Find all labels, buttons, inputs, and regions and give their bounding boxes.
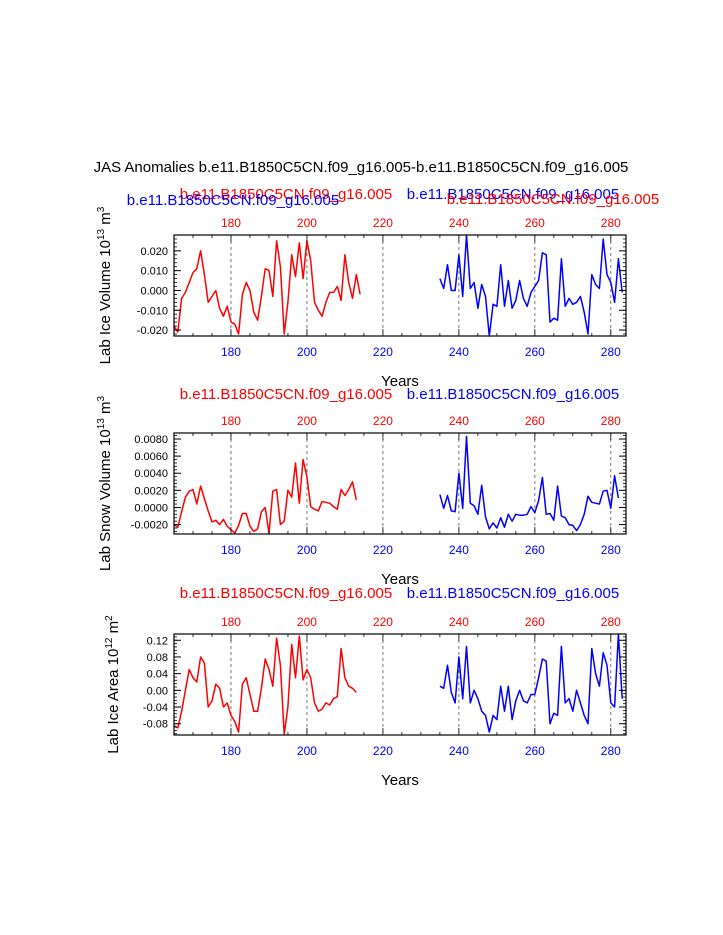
series-title-blue: b.e11.B1850C5CN.f09_g16.005	[407, 186, 619, 203]
x-tick-label: 260	[525, 744, 545, 758]
x-tick-label: 280	[601, 345, 621, 359]
x-tick-label: 240	[449, 543, 469, 557]
overlap-title-red: b.e11.B1850C5CN.f09_g16.005	[447, 191, 659, 208]
y-axis-label-ylabel-unit-exp: 3	[96, 206, 107, 212]
series-line-red	[173, 635, 357, 735]
series-title-red: b.e11.B1850C5CN.f09_g16.005	[180, 585, 392, 602]
y-axis-label-ylabel-unit-exp: 3	[96, 395, 107, 401]
x-tick-label: 260	[525, 543, 545, 557]
y-tick-label: 0.00	[147, 685, 168, 697]
y-tick-label: 0.12	[147, 635, 168, 647]
y-axis-label-ylabel-unit: m	[97, 401, 114, 418]
series-title-blue: b.e11.B1850C5CN.f09_g16.005	[407, 585, 619, 602]
series-title-red: b.e11.B1850C5CN.f09_g16.005	[180, 386, 392, 403]
y-axis-label-ylabel-exp: 13	[96, 228, 107, 240]
y-tick-label: 0.010	[140, 266, 168, 278]
plot-frame	[173, 234, 627, 337]
top-x-tick-label: 220	[373, 414, 393, 428]
y-tick-label: -0.010	[137, 305, 168, 317]
y-tick-label: -0.020	[137, 325, 168, 337]
x-tick-label: 200	[297, 543, 317, 557]
x-tick-label: 220	[373, 345, 393, 359]
x-tick-label: 200	[297, 345, 317, 359]
x-tick-label: 260	[525, 345, 545, 359]
plot-frame	[173, 432, 627, 535]
y-tick-label: 0.0000	[134, 502, 168, 514]
top-x-tick-label: 240	[449, 216, 469, 230]
top-x-tick-label: 260	[525, 216, 545, 230]
x-axis-label: Years	[381, 571, 419, 588]
y-axis-label-ylabel-unit-exp: 2	[104, 615, 115, 621]
x-axis-label: Years	[381, 373, 419, 390]
top-x-tick-label: 240	[449, 615, 469, 629]
series-line-red	[173, 458, 358, 534]
series-line-red	[173, 240, 361, 335]
top-x-tick-label: 260	[525, 414, 545, 428]
y-tick-label: 0.000	[140, 285, 168, 297]
y-tick-label: -0.0020	[131, 520, 168, 532]
y-tick-label: 0.0020	[134, 485, 168, 497]
top-x-tick-label: 240	[449, 414, 469, 428]
series-title-red: b.e11.B1850C5CN.f09_g16.005	[180, 186, 392, 203]
top-x-tick-label: 180	[221, 216, 241, 230]
y-tick-label: 0.020	[140, 246, 168, 258]
y-axis-label-ylabel-main: Lab Ice Volume 10	[97, 240, 114, 364]
page-title: JAS Anomalies b.e11.B1850C5CN.f09_g16.00…	[94, 159, 629, 176]
y-tick-label: 0.0060	[134, 451, 168, 463]
top-x-tick-label: 280	[601, 615, 621, 629]
x-tick-label: 240	[449, 345, 469, 359]
top-x-tick-label: 200	[297, 615, 317, 629]
x-tick-label: 240	[449, 744, 469, 758]
top-x-tick-label: 200	[297, 216, 317, 230]
chart-panel-1: -0.020 -0.010 0.000 0.010 0.020 180 180 200 200 2…	[96, 186, 659, 390]
y-tick-label: 0.0080	[134, 434, 168, 446]
y-axis-label-ylabel-exp: 13	[96, 418, 107, 430]
overlap-title-blue: b.e11.B1850C5CN.f09_g16.005	[127, 192, 339, 209]
top-x-tick-label: 200	[297, 414, 317, 428]
x-tick-label: 180	[221, 744, 241, 758]
x-tick-label: 180	[221, 345, 241, 359]
chart-panel-3: -0.08-0.040.000.040.080.1218018020020022…	[104, 585, 627, 789]
y-axis-label: Lab Ice Area 1012 m2	[104, 615, 122, 754]
series-title-blue: b.e11.B1850C5CN.f09_g16.005	[407, 386, 619, 403]
y-tick-label: 0.04	[147, 669, 168, 681]
y-axis-label: Lab Ice Volume 1013 m3	[96, 206, 114, 364]
x-axis-label: Years	[381, 772, 419, 789]
x-tick-label: 280	[601, 744, 621, 758]
y-axis-label-ylabel-main: Lab Snow Volume 10	[97, 429, 114, 571]
y-tick-label: 0.08	[147, 652, 168, 664]
top-x-tick-label: 180	[221, 414, 241, 428]
x-tick-label: 200	[297, 744, 317, 758]
top-x-tick-label: 180	[221, 615, 241, 629]
y-axis-label: Lab Snow Volume 1013 m3	[96, 395, 114, 571]
top-x-tick-label: 220	[373, 615, 393, 629]
y-axis-label-ylabel-exp: 12	[104, 637, 115, 649]
top-x-tick-label: 220	[373, 216, 393, 230]
series-line-blue	[439, 234, 623, 337]
chart-panel-2: -0.0020 0.0000 0.0020 0.0040 0.0060 0.0080 180…	[96, 386, 627, 588]
y-tick-label: 0.0040	[134, 468, 168, 480]
series-line-blue	[439, 633, 623, 733]
y-axis-label-ylabel-unit: m	[97, 212, 114, 229]
x-tick-label: 180	[221, 543, 241, 557]
x-tick-label: 280	[601, 543, 621, 557]
plot-frame	[173, 633, 627, 736]
x-tick-label: 220	[373, 543, 393, 557]
y-tick-label: -0.04	[143, 702, 168, 714]
y-axis-label-ylabel-unit: m	[105, 621, 122, 638]
series-line-blue	[439, 435, 620, 532]
y-axis-label-ylabel-main: Lab Ice Area 10	[105, 649, 122, 754]
top-x-tick-label: 280	[601, 216, 621, 230]
top-x-tick-label: 280	[601, 414, 621, 428]
top-x-tick-label: 260	[525, 615, 545, 629]
x-tick-label: 220	[373, 744, 393, 758]
y-tick-label: -0.08	[143, 719, 168, 731]
